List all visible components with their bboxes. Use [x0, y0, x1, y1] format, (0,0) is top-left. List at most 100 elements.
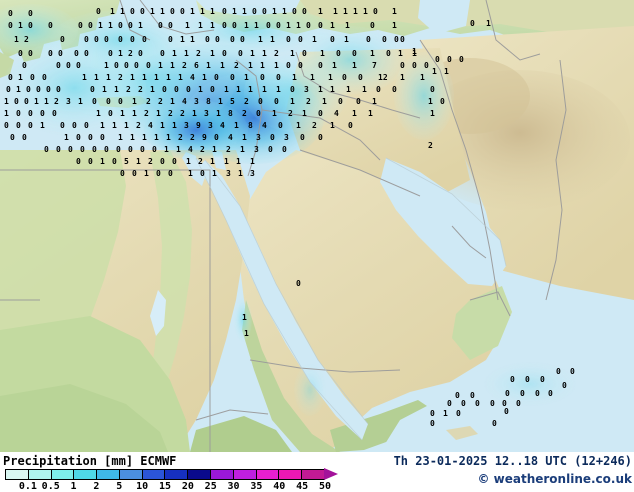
precip-value: 1 — [296, 121, 301, 130]
precip-value: 1 — [330, 85, 335, 94]
precip-value: 1 — [224, 157, 229, 166]
colorbar-overflow-arrow-icon — [324, 468, 338, 480]
precip-value: 0 — [318, 61, 323, 70]
precip-value: 1 — [302, 109, 307, 118]
precip-value: 0 — [400, 61, 405, 70]
precip-value: 0 — [138, 49, 143, 58]
colorbar-swatch-2 — [51, 470, 75, 479]
precip-value: 1 — [118, 49, 123, 58]
colorbar-swatch-3 — [74, 470, 98, 479]
precip-value: 1 — [112, 121, 117, 130]
precip-value: 3 — [66, 97, 71, 106]
precip-value: 0 — [278, 121, 283, 130]
precip-value: 0 — [366, 35, 371, 44]
precip-value: 1 — [156, 109, 161, 118]
precip-value: 1 — [198, 21, 203, 30]
precip-value: 1 — [430, 109, 435, 118]
precip-value: 0 — [58, 49, 63, 58]
precip-value: 0 — [256, 109, 261, 118]
precip-value: 0 — [6, 85, 11, 94]
precip-value: 0 — [338, 97, 343, 106]
precip-value: 0 — [373, 7, 378, 16]
colorbar-tick-20: 20 — [181, 481, 194, 492]
colorbar-swatch-10 — [233, 470, 257, 479]
precip-value: 0 — [88, 157, 93, 166]
colorbar-tick-40: 40 — [273, 481, 286, 492]
precip-value: 0 — [76, 133, 81, 142]
precip-value: 2 — [428, 141, 433, 150]
precip-value: 0 — [160, 157, 165, 166]
precip-value: 0 — [28, 21, 33, 30]
precip-value: 0 — [370, 21, 375, 30]
precip-value: 2 — [144, 109, 149, 118]
precip-value: 0 — [158, 21, 163, 30]
precip-value: 2 — [24, 35, 29, 44]
precip-value: 1 — [320, 49, 325, 58]
precip-value: 1 — [166, 133, 171, 142]
precip-value: 2 — [244, 97, 249, 106]
precip-value: 0 — [162, 85, 167, 94]
precip-value: 0 — [505, 389, 510, 398]
precip-value: 1 — [160, 7, 165, 16]
precip-value: 1 — [150, 7, 155, 16]
precip-value: 0 — [376, 85, 381, 94]
precip-value: 1 — [282, 7, 287, 16]
precip-value: 0 — [318, 133, 323, 142]
precip-value: 0 — [352, 49, 357, 58]
precip-value: 1 — [200, 7, 205, 16]
precip-value: 3 — [208, 121, 213, 130]
precip-value: 1 — [363, 7, 368, 16]
precip-value: 1 — [244, 73, 249, 82]
colorbar-tick-45: 45 — [296, 481, 309, 492]
precip-value: 8 — [206, 97, 211, 106]
map-footer: Precipitation [mm] ECMWF 0.1 0.5 1 2 5 10 15 20… — [0, 452, 634, 492]
precipitation-colorbar[interactable] — [5, 469, 325, 480]
precip-value: 0 — [118, 21, 123, 30]
precip-value: 1 — [78, 97, 83, 106]
precip-value: 0 — [298, 35, 303, 44]
colorbar-tick-5: 5 — [116, 481, 123, 492]
colorbar-tick-0.5: 0.5 — [41, 481, 60, 492]
precip-value: 1 — [332, 61, 337, 70]
precip-value: 1 — [170, 61, 175, 70]
precip-value: 0 — [44, 145, 49, 154]
precip-value: 1 — [432, 67, 437, 76]
precip-value: 0 — [456, 409, 461, 418]
precip-value: 4 — [228, 133, 233, 142]
precip-value: 1 — [392, 7, 397, 16]
precip-value: 0 — [124, 61, 129, 70]
precip-value: 2 — [126, 85, 131, 94]
precip-value: 0 — [114, 61, 119, 70]
precip-value: 1 — [312, 35, 317, 44]
colorbar-swatch-12 — [279, 470, 303, 479]
colorbar-tick-50: 50 — [318, 481, 332, 492]
precip-value: 0 — [92, 145, 97, 154]
precip-value: 1 — [40, 121, 45, 130]
precip-value: 0 — [400, 35, 405, 44]
precip-value: 1 — [210, 21, 215, 30]
precip-value: 0 — [200, 169, 205, 178]
precip-value: 1 — [18, 73, 23, 82]
precip-value: 0 — [156, 169, 161, 178]
precip-value: 4 — [220, 121, 225, 130]
precip-value: 1 — [94, 73, 99, 82]
precip-value: 1 — [210, 49, 215, 58]
precip-value: 0 — [84, 35, 89, 44]
precip-value: 0 — [84, 121, 89, 130]
precip-value: 0 — [116, 145, 121, 154]
precip-value: 0 — [66, 61, 71, 70]
precip-value: 1 — [108, 21, 113, 30]
precip-value: 0 — [461, 399, 466, 408]
precip-value: 0 — [292, 7, 297, 16]
colorbar-tick-2: 2 — [93, 481, 100, 492]
precip-value: 2 — [306, 97, 311, 106]
precip-value: 0 — [10, 133, 15, 142]
precip-value: 1 — [370, 49, 375, 58]
precip-value: 0 — [470, 19, 475, 28]
precip-value: 8 — [228, 109, 233, 118]
precip-value: 1 — [236, 157, 241, 166]
forecast-timestamp: Th 23-01-2025 12..18 UTC (12+246) — [393, 454, 632, 468]
precip-value: 1 — [330, 21, 335, 30]
precip-value: 0 — [48, 21, 53, 30]
